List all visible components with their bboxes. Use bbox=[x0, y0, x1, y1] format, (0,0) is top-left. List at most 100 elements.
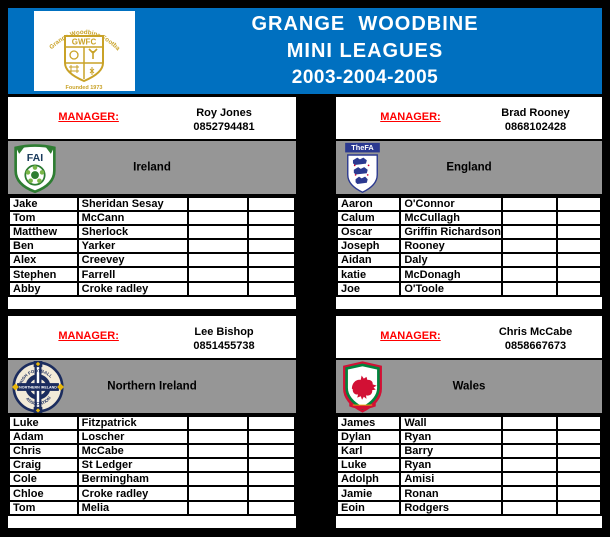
page-title-line1: GRANGE WOODBINE bbox=[251, 13, 479, 36]
player-row: Jamie Ronan bbox=[335, 485, 602, 502]
player-last-name-cell: Croke radley bbox=[76, 280, 189, 297]
page-title-line2: MINI LEAGUES bbox=[286, 40, 444, 63]
manager-label: MANAGER: bbox=[58, 330, 119, 342]
team-crest: TheFA bbox=[340, 142, 385, 194]
empty-cell bbox=[246, 266, 297, 283]
empty-cell bbox=[246, 414, 297, 432]
player-row: Aaron O'Connor bbox=[335, 195, 602, 213]
team-banner: IRISH FOOTBALL NORTHERN IRELAND ASSOCIAT… bbox=[8, 358, 296, 415]
panel-england: MANAGER: Brad Rooney 0868102428 TheFA En… bbox=[335, 97, 602, 309]
empty-cell bbox=[500, 485, 559, 502]
empty-cell bbox=[556, 238, 602, 255]
empty-cell bbox=[246, 457, 297, 474]
empty-cell bbox=[556, 224, 602, 241]
player-last-name-cell: St Ledger bbox=[76, 457, 189, 474]
player-row: Aidan Daly bbox=[335, 252, 602, 269]
player-last-name-cell: McCann bbox=[76, 210, 189, 227]
player-first-name-cell: Jamie bbox=[335, 485, 402, 502]
player-first-name-cell: James bbox=[335, 414, 402, 432]
empty-cell bbox=[556, 485, 602, 502]
manager-contact: Chris McCabe 0858667673 bbox=[474, 325, 596, 353]
player-row: Adolph Amisi bbox=[335, 471, 602, 488]
player-last-name-cell: Sherlock bbox=[76, 224, 189, 241]
empty-cell bbox=[500, 443, 559, 460]
player-last-name-cell: Melia bbox=[76, 499, 189, 516]
empty-cell bbox=[186, 457, 249, 474]
empty-cell bbox=[500, 266, 559, 283]
player-first-name-cell: Jake bbox=[8, 195, 79, 213]
player-first-name-cell: Luke bbox=[8, 414, 79, 432]
manager-label: MANAGER: bbox=[380, 330, 441, 342]
player-row: Stephen Farrell bbox=[8, 266, 297, 283]
empty-cell bbox=[500, 471, 559, 488]
player-last-name-cell: Sheridan Sesay bbox=[76, 195, 189, 213]
team-name: England bbox=[446, 161, 492, 174]
player-table: James Wall Dylan Ryan Karl Barry Luke Ryan Adolp… bbox=[335, 414, 602, 516]
player-last-name-cell: Fitzpatrick bbox=[76, 414, 189, 432]
manager-label: MANAGER: bbox=[380, 111, 441, 123]
empty-cell bbox=[556, 471, 602, 488]
empty-cell bbox=[500, 457, 559, 474]
manager-phone: 0852794481 bbox=[193, 121, 255, 133]
gwfc-crest-icon: Grange Woodbine Football Club GWFC Found… bbox=[32, 6, 122, 91]
player-row: Abby Croke radley bbox=[8, 280, 297, 297]
player-last-name-cell: Ronan bbox=[399, 485, 503, 502]
empty-cell bbox=[246, 499, 297, 516]
player-first-name-cell: Dylan bbox=[335, 429, 402, 446]
empty-cell bbox=[556, 429, 602, 446]
page-title-line3: 2003-2004-2005 bbox=[291, 67, 439, 89]
empty-cell bbox=[246, 443, 297, 460]
empty-cell bbox=[500, 195, 559, 213]
player-table: Aaron O'Connor Calum McCullagh Oscar Griffin … bbox=[335, 195, 602, 297]
player-last-name-cell: Wall bbox=[399, 414, 503, 432]
manager-phone: 0851455738 bbox=[193, 340, 255, 352]
manager-name: Lee Bishop bbox=[194, 326, 254, 338]
player-last-name-cell: Loscher bbox=[76, 429, 189, 446]
player-first-name-cell: Chloe bbox=[8, 485, 79, 502]
svg-text:FAI: FAI bbox=[27, 151, 43, 163]
player-row: Tom Melia bbox=[8, 499, 297, 516]
player-row: Karl Barry bbox=[335, 443, 602, 460]
empty-cell bbox=[186, 471, 249, 488]
page-header: Grange Woodbine Football Club GWFC Found… bbox=[8, 6, 602, 94]
player-row: Luke Fitzpatrick bbox=[8, 414, 297, 432]
player-table: Luke Fitzpatrick Adam Loscher Chris McCabe Cra… bbox=[8, 414, 297, 516]
empty-cell bbox=[500, 429, 559, 446]
empty-cell bbox=[556, 280, 602, 297]
team-crest: IRISH FOOTBALL NORTHERN IRELAND ASSOCIAT… bbox=[12, 360, 64, 413]
player-last-name-cell: McCabe bbox=[76, 443, 189, 460]
empty-cell bbox=[186, 195, 249, 213]
player-first-name-cell: Joe bbox=[335, 280, 402, 297]
team-name: Northern Ireland bbox=[107, 380, 197, 393]
player-last-name-cell: Daly bbox=[399, 252, 503, 269]
player-first-name-cell: Oscar bbox=[335, 224, 402, 241]
empty-cell bbox=[186, 210, 249, 227]
manager-contact: Brad Rooney 0868102428 bbox=[474, 106, 596, 134]
manager-name: Chris McCabe bbox=[498, 326, 573, 338]
player-first-name-cell: Aaron bbox=[335, 195, 402, 213]
empty-cell bbox=[186, 224, 249, 241]
empty-cell bbox=[186, 499, 249, 516]
empty-cell bbox=[246, 485, 297, 502]
player-last-name-cell: Creevey bbox=[76, 252, 189, 269]
empty-cell bbox=[556, 414, 602, 432]
club-crest: Grange Woodbine Football Club GWFC Found… bbox=[32, 6, 135, 91]
team-name: Wales bbox=[452, 380, 486, 393]
manager-phone: 0858667673 bbox=[504, 340, 567, 352]
player-last-name-cell: Ryan bbox=[399, 457, 503, 474]
ifa-crest-icon: IRISH FOOTBALL NORTHERN IRELAND ASSOCIAT… bbox=[12, 360, 64, 413]
player-row: katie McDonagh bbox=[335, 266, 602, 283]
player-first-name-cell: katie bbox=[335, 266, 402, 283]
manager-name: Roy Jones bbox=[196, 107, 252, 119]
player-last-name-cell: O'Toole bbox=[399, 280, 503, 297]
player-first-name-cell: Craig bbox=[8, 457, 79, 474]
manager-contact: Roy Jones 0852794481 bbox=[158, 106, 290, 134]
empty-cell bbox=[186, 280, 249, 297]
player-row: Matthew Sherlock bbox=[8, 224, 297, 241]
player-last-name-cell: Amisi bbox=[399, 471, 503, 488]
header-titles: GRANGE WOODBINE MINI LEAGUES 2003-2004-2… bbox=[136, 8, 594, 94]
player-first-name-cell: Tom bbox=[8, 499, 79, 516]
empty-cell bbox=[246, 429, 297, 446]
player-last-name-cell: Bermingham bbox=[76, 471, 189, 488]
player-row: Craig St Ledger bbox=[8, 457, 297, 474]
